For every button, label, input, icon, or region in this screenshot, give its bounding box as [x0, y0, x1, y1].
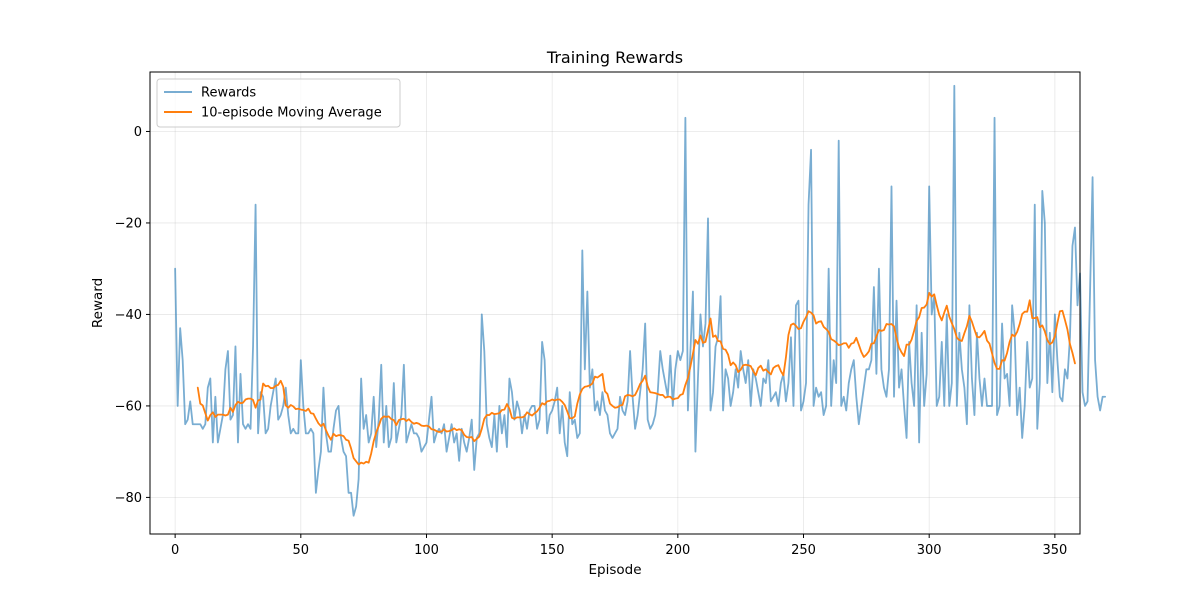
x-tick-label: 200 — [665, 543, 690, 558]
x-tick-label: 300 — [917, 543, 942, 558]
x-axis-label: Episode — [588, 562, 641, 578]
x-tick-label: 50 — [293, 543, 310, 558]
legend-label: Rewards — [201, 86, 256, 101]
y-tick-label: −20 — [115, 216, 142, 231]
legend-box — [156, 78, 401, 128]
x-tick-label: 250 — [791, 543, 816, 558]
y-tick-label: −40 — [115, 308, 142, 323]
moving-average-series-line — [196, 292, 1076, 466]
plot-frame — [149, 71, 1081, 535]
y-tick-label: −60 — [115, 399, 142, 414]
legend: Rewards 10-episode Moving Average — [156, 78, 401, 128]
y-axis-label: Reward — [90, 278, 106, 328]
x-tick-label: 100 — [414, 543, 439, 558]
series-layer — [174, 84, 1107, 517]
y-tick-label: −80 — [115, 491, 142, 506]
rewards-series-line — [174, 84, 1107, 517]
y-tick-label: 0 — [134, 125, 142, 140]
chart-title: Training Rewards — [546, 48, 683, 67]
x-tick-label: 350 — [1042, 543, 1067, 558]
x-tick-label: 150 — [540, 543, 565, 558]
x-tick-label: 0 — [171, 543, 179, 558]
ticks-layer: 0 50 100 150 200 250 300 350 −80 −60 −40 −20 0 — [115, 125, 1068, 558]
legend-label: 10-episode Moving Average — [201, 106, 382, 121]
